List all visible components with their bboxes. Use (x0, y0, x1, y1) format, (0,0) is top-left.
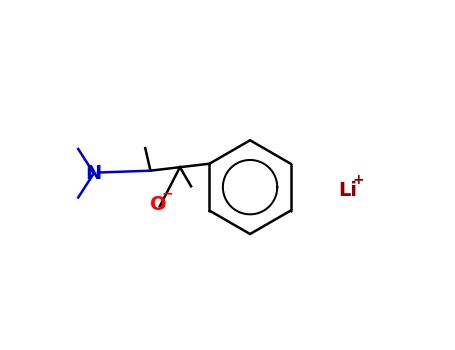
Text: Li: Li (338, 181, 357, 200)
Text: +: + (353, 173, 364, 187)
Text: N: N (86, 164, 102, 183)
Text: O: O (150, 195, 167, 214)
Text: −: − (162, 187, 174, 201)
